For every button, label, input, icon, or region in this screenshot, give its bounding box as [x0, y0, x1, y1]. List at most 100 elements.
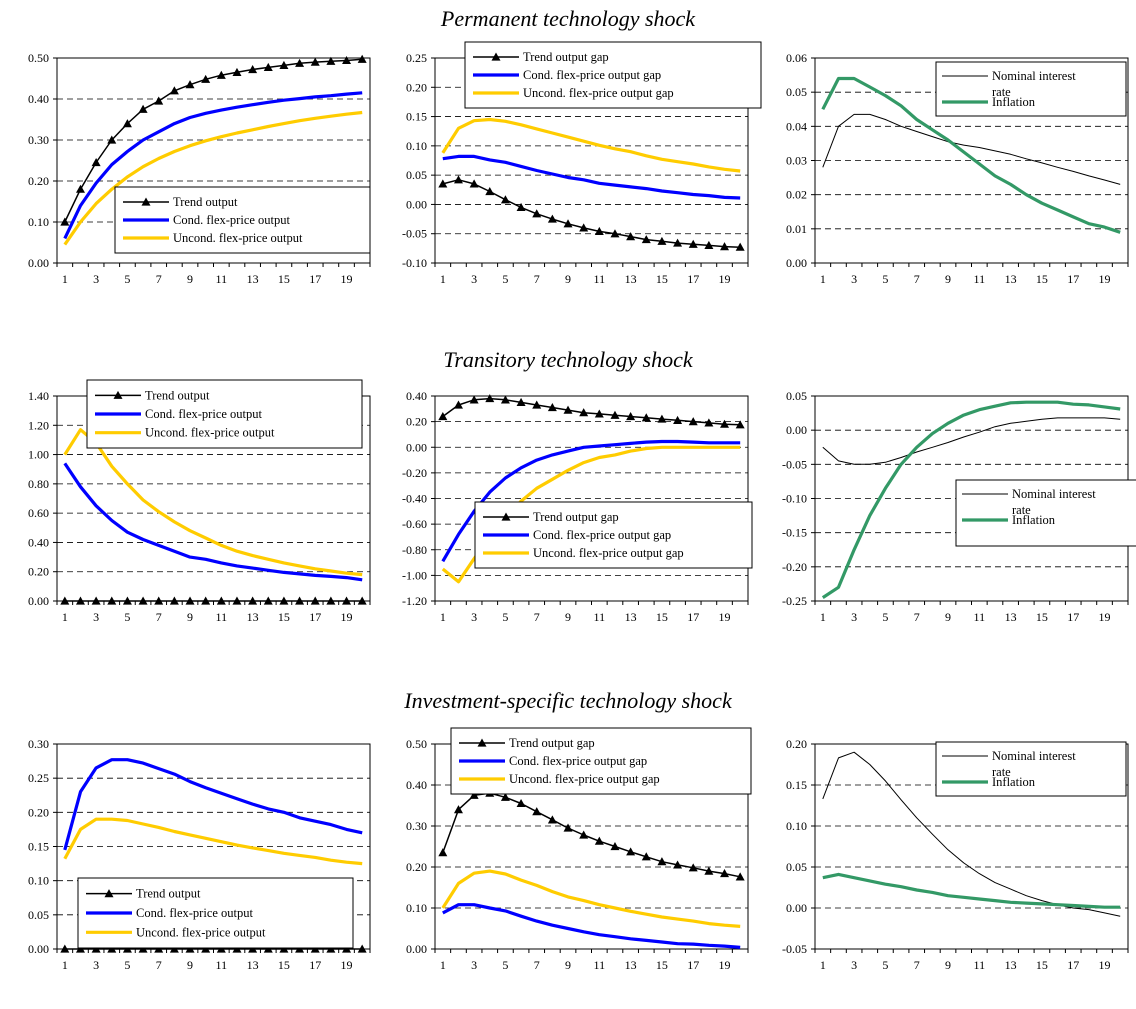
x-tick-label: 11 [216, 272, 228, 286]
x-tick-label: 5 [882, 958, 888, 972]
series-line [63, 91, 363, 240]
series-marker [60, 217, 70, 226]
y-tick-label: 0.00 [406, 197, 427, 211]
legend-label: Inflation [992, 95, 1036, 109]
x-tick-label: 15 [656, 272, 668, 286]
y-tick-label: 0.40 [406, 389, 427, 403]
y-tick-label: 1.40 [28, 389, 49, 403]
x-tick-label: 3 [471, 610, 477, 624]
series-line [64, 58, 363, 223]
series-line [63, 110, 363, 246]
x-tick-label: 1 [820, 272, 826, 286]
x-tick-label: 17 [687, 610, 699, 624]
series-marker [704, 418, 714, 427]
series-marker [453, 805, 463, 814]
series-marker [500, 195, 510, 204]
legend-label: Trend output [136, 887, 201, 901]
legend: Trend output gap Cond. flex-price output … [464, 41, 762, 109]
x-tick-label: 3 [851, 610, 857, 624]
series-line [441, 439, 741, 563]
series-marker [673, 415, 683, 424]
x-tick-label: 1 [820, 610, 826, 624]
series-marker [532, 807, 542, 816]
x-tick-label: 9 [565, 272, 571, 286]
series-marker [138, 596, 148, 605]
y-tick-label: 0.10 [786, 819, 807, 833]
x-tick-label: 13 [625, 610, 637, 624]
series-marker [516, 397, 526, 407]
series-marker [122, 119, 132, 128]
series-line [821, 76, 1121, 234]
y-tick-label: 0.05 [28, 908, 49, 922]
x-tick-label: 9 [565, 610, 571, 624]
legend-box [935, 61, 1127, 117]
x-tick-label: 19 [719, 272, 731, 286]
series-marker [579, 830, 589, 839]
chart-investment-output: 0.000.050.100.150.200.250.301 3 5 7 9 11 13 15 1… [28, 737, 371, 972]
y-tick-label: 0.40 [406, 778, 427, 792]
x-tick-label: 9 [187, 958, 193, 972]
series-marker [500, 395, 510, 404]
y-tick-label: 0.40 [28, 535, 49, 549]
x-tick-label: 1 [440, 958, 446, 972]
x-tick-label: 9 [187, 610, 193, 624]
y-tick-label: -0.40 [402, 492, 427, 506]
legend-marker [491, 52, 501, 61]
x-tick-label: 15 [1036, 958, 1048, 972]
legend-label: Trend output [145, 388, 210, 402]
series-marker [516, 202, 526, 211]
legend-box [955, 479, 1136, 547]
x-tick-label: 19 [1099, 610, 1111, 624]
series-marker [342, 55, 352, 65]
x-tick-label: 3 [851, 958, 857, 972]
series-marker [735, 872, 745, 881]
legend-marker [141, 197, 151, 206]
legend-label: Inflation [992, 775, 1036, 789]
x-tick-label: 13 [247, 610, 259, 624]
series-marker [532, 209, 542, 218]
series-marker [438, 848, 448, 857]
series-marker [279, 944, 289, 953]
x-tick-label: 5 [124, 958, 130, 972]
x-tick-label: 17 [1067, 958, 1079, 972]
y-tick-label: 0.10 [406, 139, 427, 153]
series-marker [704, 240, 714, 250]
series-marker [91, 158, 101, 167]
x-tick-label: 9 [945, 958, 951, 972]
legend-label: Nominal interest [992, 69, 1076, 83]
x-tick-label: 17 [687, 958, 699, 972]
series-marker [547, 403, 557, 412]
x-tick-label: 5 [502, 958, 508, 972]
y-tick-label: 0.15 [28, 840, 49, 854]
series-marker [610, 410, 620, 419]
x-tick-label: 19 [719, 958, 731, 972]
series-marker [185, 80, 195, 89]
series-marker [154, 944, 164, 953]
y-tick-label: 0.20 [28, 174, 49, 188]
series-marker [169, 944, 179, 953]
series-marker [720, 869, 730, 878]
x-tick-label: 3 [851, 272, 857, 286]
series-marker [594, 836, 604, 845]
series-marker [107, 944, 117, 953]
chart-permanent-output: 0.000.100.200.300.400.501 3 5 7 9 11 13 15 17 19T… [28, 51, 371, 286]
series-marker [626, 412, 636, 421]
x-tick-label: 17 [309, 958, 321, 972]
series-line [63, 462, 363, 582]
series-marker [295, 596, 305, 605]
series-marker [453, 175, 463, 184]
legend: Trend output Cond. flex-price output Uncon… [77, 877, 354, 949]
y-tick-label: 0.10 [28, 874, 49, 888]
x-tick-label: 17 [687, 272, 699, 286]
series-marker [641, 235, 651, 244]
series-marker [248, 64, 258, 74]
series-marker [673, 238, 683, 247]
y-tick-label: 0.00 [28, 256, 49, 270]
x-tick-label: 11 [216, 610, 228, 624]
series-marker [326, 944, 336, 953]
x-tick-label: 15 [278, 272, 290, 286]
series-marker [201, 596, 211, 605]
series-marker [594, 409, 604, 418]
chart-transitory-output: 0.000.200.400.600.801.001.201.401 3 5 7 9 11 1… [28, 379, 371, 624]
